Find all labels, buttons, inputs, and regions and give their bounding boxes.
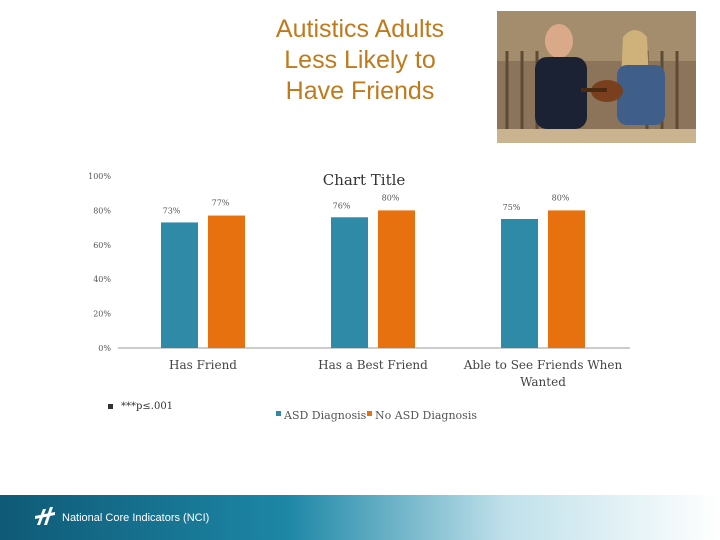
footer-bar: National Core Indicators (NCI) bbox=[0, 495, 720, 540]
bar bbox=[208, 215, 245, 348]
legend-swatch bbox=[367, 411, 372, 416]
data-label: 80% bbox=[382, 193, 400, 202]
category-label: Has Friend bbox=[169, 358, 237, 372]
y-tick-label: 40% bbox=[93, 275, 111, 284]
slide-title: Autistics Adults Less Likely to Have Fri… bbox=[275, 15, 445, 105]
data-label: 75% bbox=[503, 203, 521, 212]
legend-swatch bbox=[276, 411, 281, 416]
data-label: 73% bbox=[163, 206, 181, 215]
data-label: 76% bbox=[333, 201, 351, 210]
category-label: Has a Best Friend bbox=[318, 358, 428, 372]
photo bbox=[497, 11, 696, 143]
footer-text: National Core Indicators (NCI) bbox=[62, 512, 210, 524]
footnote-text: ***p≤.001 bbox=[121, 401, 174, 412]
nci-logo-icon bbox=[35, 507, 55, 525]
bar bbox=[331, 217, 368, 348]
bar bbox=[548, 210, 585, 348]
bullet-icon bbox=[108, 404, 113, 409]
category-label: Wanted bbox=[520, 375, 566, 389]
y-tick-label: 60% bbox=[93, 241, 111, 250]
bar bbox=[161, 222, 198, 348]
y-axis-tick-labels: 0% 20% 40% 60% 80% 100% bbox=[88, 172, 111, 353]
bar-chart: Chart Title 0% 20% 40% 60% 80% 100% 73% 76% 75%… bbox=[88, 171, 630, 422]
bar bbox=[501, 219, 538, 348]
legend-label: No ASD Diagnosis bbox=[375, 409, 477, 422]
chart-title: Chart Title bbox=[323, 171, 406, 189]
legend-label: ASD Diagnosis bbox=[283, 409, 367, 422]
bar bbox=[378, 210, 415, 348]
y-tick-label: 80% bbox=[93, 206, 111, 215]
photo-illustration bbox=[497, 11, 696, 143]
data-label: 77% bbox=[212, 199, 230, 208]
legend: ASD Diagnosis No ASD Diagnosis bbox=[276, 409, 477, 422]
y-tick-label: 0% bbox=[98, 344, 111, 353]
y-tick-label: 20% bbox=[93, 310, 111, 319]
bars bbox=[161, 210, 585, 348]
y-tick-label: 100% bbox=[88, 172, 111, 181]
data-labels: 73% 76% 75% 77% 80% 80% bbox=[163, 193, 570, 215]
data-label: 80% bbox=[552, 193, 570, 202]
category-label: Able to See Friends When bbox=[463, 358, 623, 372]
category-labels: Has Friend Has a Best Friend Able to See F… bbox=[169, 358, 623, 389]
footnote: ***p≤.001 bbox=[108, 401, 173, 412]
